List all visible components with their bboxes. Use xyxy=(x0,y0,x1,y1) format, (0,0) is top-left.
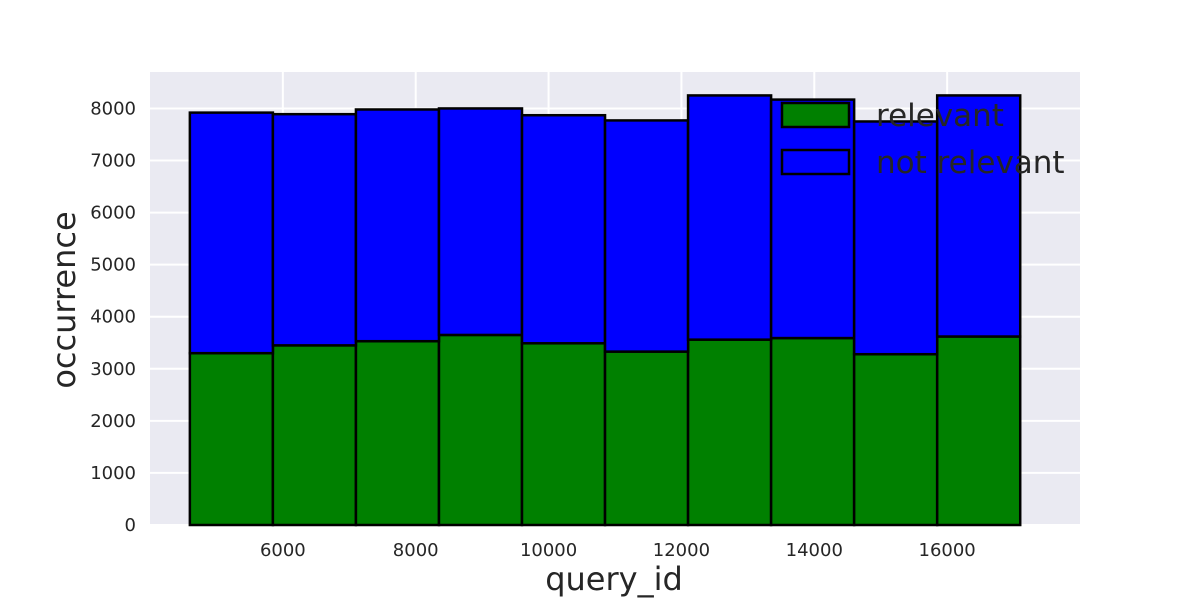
y-tick-label: 1000 xyxy=(90,463,136,484)
bar-not-relevant xyxy=(935,94,1022,338)
bar-not-relevant xyxy=(437,107,524,337)
x-tick-label: 12000 xyxy=(653,540,710,561)
y-axis-label: occurrence xyxy=(45,211,83,388)
y-tick-label: 2000 xyxy=(90,411,136,432)
x-tick-label: 6000 xyxy=(260,540,306,561)
legend-swatch-not-relevant xyxy=(780,148,851,176)
x-tick-label: 16000 xyxy=(919,540,976,561)
y-tick-label: 0 xyxy=(125,515,136,536)
bar-relevant xyxy=(437,333,524,527)
bar-relevant xyxy=(935,335,1022,527)
legend-label-not-relevant: not relevant xyxy=(876,145,1065,181)
y-tick-label: 5000 xyxy=(90,255,136,276)
bar-not-relevant xyxy=(271,112,358,347)
bar-relevant xyxy=(354,339,441,527)
x-tick-label: 8000 xyxy=(393,540,439,561)
legend-label-relevant: relevant xyxy=(876,98,1004,134)
y-tick-label: 8000 xyxy=(90,98,136,119)
bar-relevant xyxy=(603,350,690,527)
bar-relevant xyxy=(520,342,607,527)
y-tick-label: 6000 xyxy=(90,203,136,224)
bar-relevant xyxy=(852,352,939,527)
x-tick-label: 10000 xyxy=(520,540,577,561)
y-tick-label: 4000 xyxy=(90,307,136,328)
bar-not-relevant xyxy=(686,94,773,341)
bar-not-relevant xyxy=(603,119,690,353)
bar-relevant xyxy=(188,351,275,527)
legend-swatch-relevant xyxy=(780,101,851,129)
y-tick-label: 3000 xyxy=(90,359,136,380)
bar-not-relevant xyxy=(188,111,275,355)
x-axis-label: query_id xyxy=(545,560,683,598)
x-tick-label: 14000 xyxy=(786,540,843,561)
bar-relevant xyxy=(686,338,773,527)
bar-not-relevant xyxy=(354,108,441,343)
y-tick-label: 7000 xyxy=(90,151,136,172)
legend: relevant not relevant xyxy=(780,98,1065,181)
bar-relevant xyxy=(769,336,856,527)
bar-not-relevant xyxy=(520,113,607,345)
bar-relevant xyxy=(271,344,358,527)
bar-not-relevant xyxy=(769,98,856,340)
